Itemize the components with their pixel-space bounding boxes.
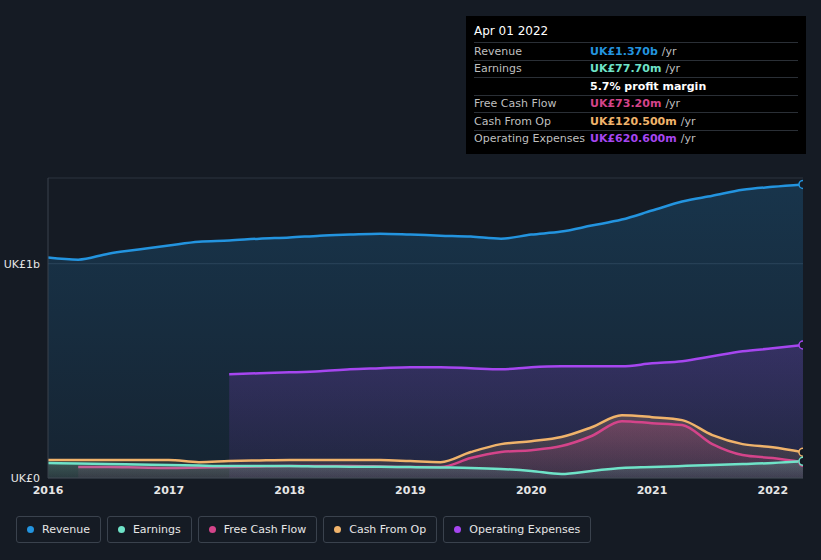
html-text:UK£620.600m /yr: UK£620.600m /yr — [590, 132, 696, 146]
html-text:Operating Expenses: Operating Expenses — [474, 132, 585, 146]
html-text:Free Cash Flow: Free Cash Flow — [223, 523, 307, 536]
html-text:Cash From Op: Cash From Op — [474, 114, 551, 128]
svg-text:2021: 2021 — [637, 484, 668, 497]
html-text:Free Cash Flow: Free Cash Flow — [474, 97, 557, 111]
svg-text:UK£1b: UK£1b — [8, 258, 40, 271]
html-text:UK£73.20m /yr: UK£73.20m /yr — [590, 97, 681, 111]
svg-text:2019: 2019 — [395, 484, 426, 497]
svg-text:2022: 2022 — [757, 484, 788, 497]
html-text:5.7% profit margin: 5.7% profit margin — [590, 79, 707, 93]
svg-text:2018: 2018 — [274, 484, 305, 497]
html-text:UK£1.370b /yr: UK£1.370b /yr — [590, 44, 677, 58]
html-text:Revenue: Revenue — [42, 523, 90, 536]
svg-text:UK£0: UK£0 — [11, 472, 40, 485]
html-text:Revenue: Revenue — [474, 44, 522, 58]
html-text:Earnings: Earnings — [132, 523, 181, 536]
svg-text:2016: 2016 — [33, 484, 64, 497]
svg-text:2017: 2017 — [153, 484, 184, 497]
html-text:UK£77.70m /yr: UK£77.70m /yr — [590, 62, 681, 76]
html-text:Apr 01 2022: Apr 01 2022 — [474, 24, 549, 38]
html-text:Operating Expenses: Operating Expenses — [469, 523, 581, 536]
svg-text:2020: 2020 — [516, 484, 547, 497]
html-text:Cash From Op: Cash From Op — [349, 523, 427, 536]
html-text:UK£120.500m /yr: UK£120.500m /yr — [590, 114, 696, 128]
html-text:Earnings: Earnings — [474, 62, 522, 76]
